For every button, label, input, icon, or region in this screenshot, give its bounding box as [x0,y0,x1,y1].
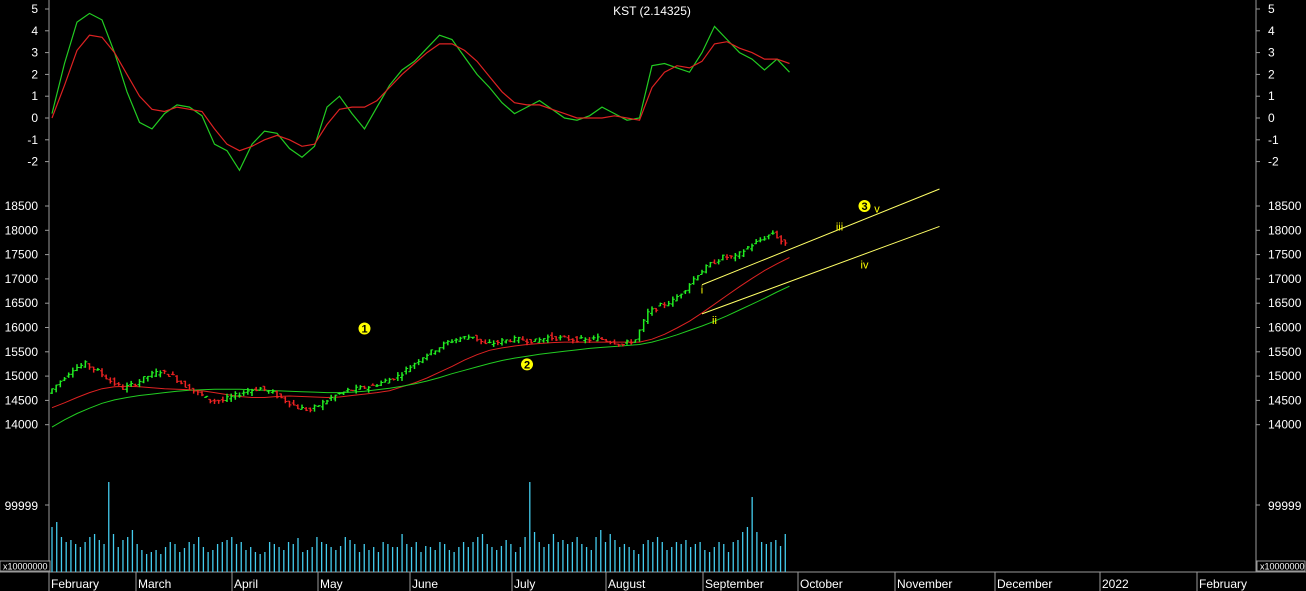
price-tick-label: 15000 [1268,369,1302,383]
volume-multiplier-box-right [1256,560,1306,572]
price-tick-label: 17000 [1268,272,1302,286]
kst-series-line [51,12,790,172]
x-tick-label: August [608,577,646,591]
kst-tick-label: 3 [31,46,38,60]
x-tick-label: February [51,577,99,591]
wave-label: v [874,203,880,215]
volume-tick-left: 99999 [5,499,39,513]
price-tick-label: 18000 [1268,223,1302,237]
price-tick-label: 15500 [1268,345,1302,359]
x-tick-label: December [997,577,1052,591]
wave-label-marker [858,200,871,212]
kst-tick-label: 1 [1268,89,1275,103]
kst-tick-label: 4 [31,24,38,38]
kst-tick-label: 0 [1268,111,1275,125]
volume-tick-right: 99999 [1268,499,1302,513]
x-tick-label: April [234,577,258,591]
kst-tick-label: -2 [1268,155,1279,169]
x-tick-label: October [800,577,843,591]
kst-tick-label: -1 [27,133,38,147]
price-tick-label: 16500 [5,296,39,310]
x-tick-label: March [138,577,171,591]
wave-label: iii [836,221,843,233]
wave-label: i [701,285,703,297]
price-tick-label: 15000 [5,369,39,383]
wave-label: iv [861,259,869,271]
wave-label: 2 [524,359,530,371]
price-tick-label: 18500 [5,199,39,213]
price-tick-label: 14500 [1268,393,1302,407]
wave-label: 1 [361,323,367,335]
volume-multiplier-left: x10000000 [3,562,48,572]
kst-tick-label: -2 [27,155,38,169]
volume-multiplier-right: x10000000 [1260,562,1305,572]
wave-label: ii [712,315,717,327]
kst-tick-label: 0 [31,111,38,125]
volume-multiplier-box-left [0,560,51,572]
x-tick-label: February [1199,577,1247,591]
moving-average-line [51,257,790,409]
kst-tick-label: -1 [1268,133,1279,147]
price-tick-label: 16000 [1268,321,1302,335]
kst-tick-label: 5 [1268,2,1275,16]
price-tick-label: 18000 [5,223,39,237]
channel-upper-line [701,188,940,286]
kst-tick-label: 1 [31,89,38,103]
price-tick-label: 17500 [5,248,39,262]
x-tick-label: June [412,577,438,591]
price-tick-label: 14000 [1268,418,1302,432]
x-tick-label: 2022 [1102,577,1129,591]
kst-title: KST (2.14325) [613,4,691,18]
kst-tick-label: 2 [1268,67,1275,81]
price-tick-label: 16500 [1268,296,1302,310]
x-tick-label: July [514,577,535,591]
x-tick-label: September [705,577,764,591]
x-tick-label: May [320,577,343,591]
x-tick-label: November [897,577,952,591]
price-tick-label: 17500 [1268,248,1302,262]
kst-tick-label: 4 [1268,24,1275,38]
price-tick-label: 18500 [1268,199,1302,213]
price-tick-label: 14000 [5,418,39,432]
price-tick-label: 17000 [5,272,39,286]
price-tick-label: 14500 [5,393,39,407]
wave-label: 3 [861,201,867,213]
kst-tick-label: 2 [31,67,38,81]
moving-average-line [51,285,790,428]
kst-series-line [51,34,790,152]
price-tick-label: 16000 [5,321,39,335]
wave-label-marker [521,358,533,371]
kst-tick-label: 5 [31,2,38,16]
channel-lower-line [701,225,940,315]
price-tick-label: 15500 [5,345,39,359]
wave-label-marker [358,322,371,335]
kst-tick-label: 3 [1268,46,1275,60]
